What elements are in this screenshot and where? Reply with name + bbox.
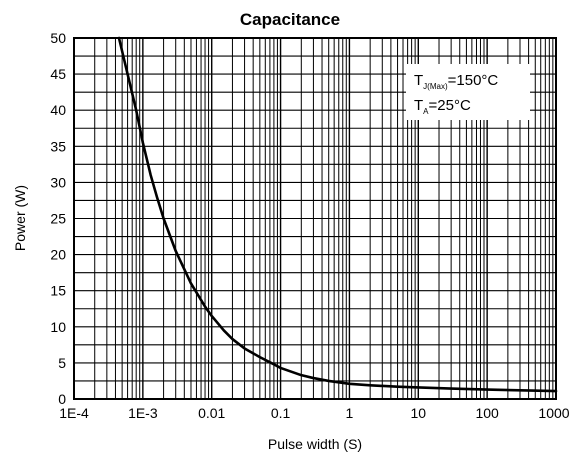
y-tick-label: 40: [50, 102, 66, 118]
x-tick-label: 0.01: [198, 405, 225, 421]
x-tick-label: 10: [410, 405, 426, 421]
x-tick-label: 1E-4: [59, 405, 89, 421]
annotation-ta-value: =25°C: [429, 97, 471, 114]
x-tick-label: 0.1: [271, 405, 291, 421]
x-tick-label: 1: [346, 405, 354, 421]
conditions-annotation: TJ(Max)=150°C TA=25°C: [406, 64, 530, 120]
y-tick-label: 0: [58, 391, 66, 407]
y-tick-label: 25: [50, 211, 66, 227]
y-tick-label: 35: [50, 138, 66, 154]
y-tick-label: 20: [50, 247, 66, 263]
y-axis-label: Power (W): [12, 185, 28, 251]
annotation-tj-value: =150°C: [448, 72, 499, 89]
x-axis-label: Pulse width (S): [268, 436, 362, 452]
x-tick-label: 100: [475, 405, 499, 421]
y-tick-label: 10: [50, 319, 66, 335]
annotation-line-2: TA=25°C: [414, 97, 471, 116]
y-tick-label: 5: [58, 355, 66, 371]
annotation-ta-symbol: T: [414, 97, 423, 114]
y-tick-labels: 0 5 10 15 20 25 30 35 40 45 50: [50, 30, 66, 407]
y-tick-label: 15: [50, 283, 66, 299]
chart-title: Capacitance: [240, 10, 340, 29]
x-tick-label: 1E-3: [128, 405, 158, 421]
y-tick-label: 50: [50, 30, 66, 46]
y-tick-label: 30: [50, 174, 66, 190]
y-tick-label: 45: [50, 66, 66, 82]
annotation-tj-symbol: T: [414, 72, 423, 89]
annotation-tj-subscript: J(Max): [423, 82, 448, 91]
x-tick-label: 1000: [538, 405, 569, 421]
x-tick-labels: 1E-4 1E-3 0.01 0.1 1 10 100 1000: [59, 405, 570, 421]
